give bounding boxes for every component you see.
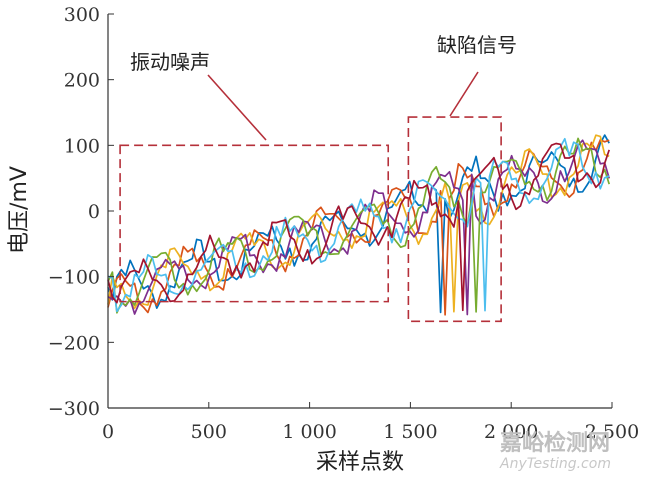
x-axis-title: 采样点数: [316, 450, 404, 475]
noise-annotation-line: [207, 74, 267, 141]
noise-region-box: [119, 144, 390, 303]
y-tick-label: 100: [64, 135, 100, 157]
watermark-cn: 嘉峪检测网: [500, 430, 610, 456]
series-line-trace-2: [107, 139, 610, 316]
series-line-trace-3: [107, 134, 610, 313]
x-tick-label: 2 000: [484, 421, 538, 443]
axis-ticks: 0 500 1 000 1 500 2 000 2 500−300−200−1000100…: [48, 4, 639, 443]
x-tick-label: 500: [191, 421, 227, 443]
defect-region-box: [407, 116, 502, 323]
defect-annotation-label: 缺陷信号: [437, 33, 517, 57]
x-tick-label: 2 500: [585, 421, 639, 443]
y-axis-title: 电压/mV: [7, 166, 32, 254]
series-line-trace-7: [107, 142, 611, 312]
defect-annotation-line: [449, 71, 479, 117]
y-tick-label: 200: [64, 70, 100, 92]
y-tick-label: −200: [48, 332, 100, 354]
series-line-trace-4: [107, 139, 611, 316]
y-tick-label: 0: [88, 201, 100, 223]
y-tick-label: 300: [64, 4, 100, 26]
series-line-trace-6: [107, 137, 610, 313]
signal-traces: [107, 134, 611, 316]
x-tick-label: 1 500: [383, 421, 437, 443]
y-tick-label: −100: [48, 267, 100, 289]
x-tick-label: 1 000: [282, 421, 336, 443]
series-line-trace-5: [107, 137, 611, 314]
x-tick-label: 0: [102, 421, 114, 443]
noise-annotation-label: 振动噪声: [130, 50, 210, 74]
watermark-en: AnyTesting.com: [499, 456, 611, 472]
y-tick-label: −300: [48, 398, 100, 420]
